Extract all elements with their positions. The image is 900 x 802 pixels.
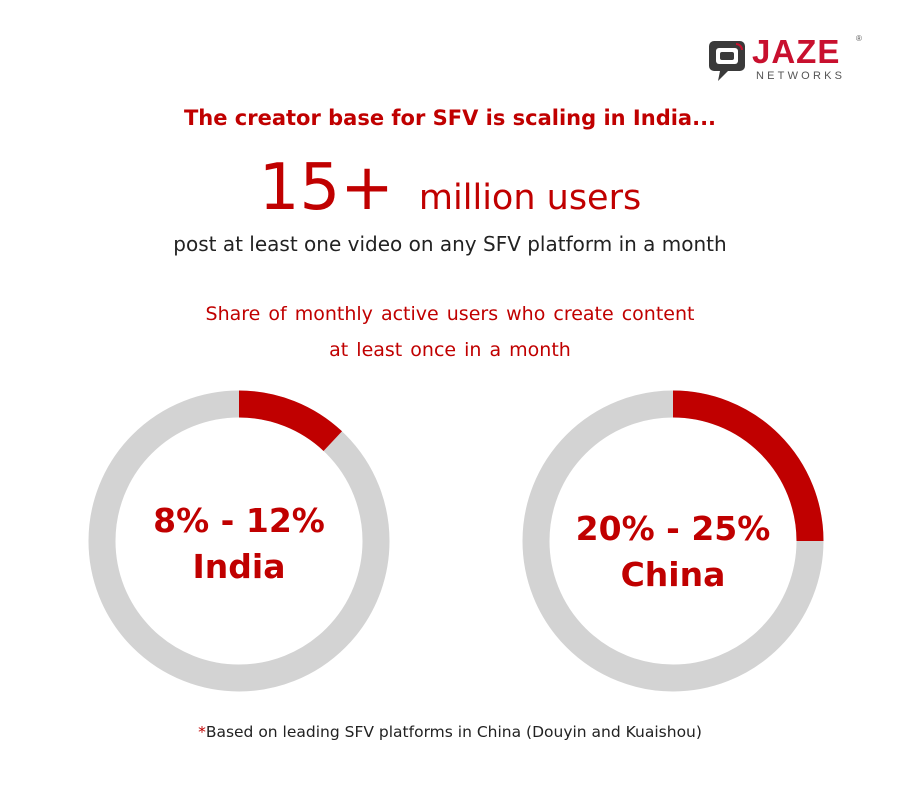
- chart-title: Share of monthly active users who create…: [0, 296, 900, 368]
- chart-title-line-2: at least once in a month: [329, 339, 571, 361]
- donut-china-arc: [672, 390, 824, 542]
- donut-india-country-label: India: [193, 547, 286, 586]
- registered-mark: ®: [856, 34, 862, 43]
- stat-number: 15+: [258, 151, 394, 225]
- donut-china-value-label: 20% - 25%: [576, 509, 771, 548]
- chat-bubble-logo-icon: [709, 41, 745, 81]
- footnote-marker: *: [198, 723, 206, 741]
- donut-india-arc: [238, 390, 343, 452]
- donut-china-country-label: China: [621, 555, 726, 594]
- brand-logo: JAZE ® NETWORKS: [706, 33, 866, 88]
- brand-name: JAZE: [752, 33, 841, 70]
- donut-india: 8% - 12% India: [88, 390, 390, 692]
- donut-china: 20% - 25% China: [522, 390, 824, 692]
- headline: The creator base for SFV is scaling in I…: [183, 106, 717, 130]
- stat-description: post at least one video on any SFV platf…: [173, 232, 727, 256]
- brand-subtitle: NETWORKS: [756, 70, 846, 82]
- footnote-text: Based on leading SFV platforms in China …: [205, 723, 702, 741]
- donut-india-track: [88, 390, 390, 692]
- stat-line: 15+ million users: [0, 148, 900, 228]
- stat-unit: million users: [418, 178, 642, 218]
- donut-india-value-label: 8% - 12%: [153, 501, 325, 540]
- footnote: *Based on leading SFV platforms in China…: [0, 723, 900, 741]
- chart-title-line-1: Share of monthly active users who create…: [205, 303, 695, 325]
